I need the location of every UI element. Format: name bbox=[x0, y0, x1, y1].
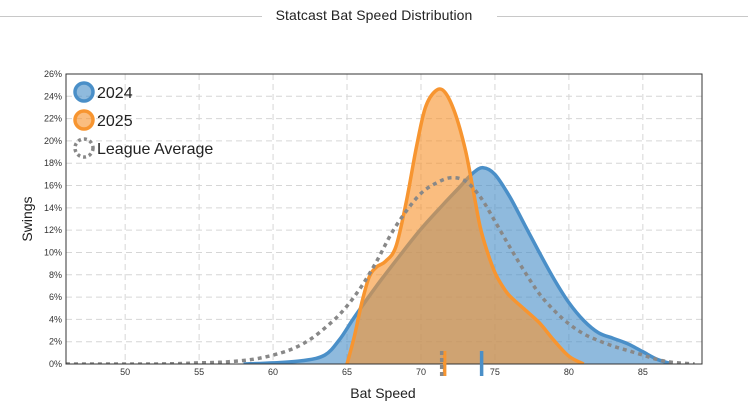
y-tick-label: 18% bbox=[44, 158, 62, 168]
y-tick-label: 22% bbox=[44, 114, 62, 124]
legend: 2024 2025 League Average bbox=[73, 81, 213, 159]
y-tick-label: 10% bbox=[44, 247, 62, 257]
y-tick-label: 6% bbox=[49, 292, 62, 302]
y-tick-label: 16% bbox=[44, 181, 62, 191]
chart-title-bar: Statcast Bat Speed Distribution bbox=[0, 4, 748, 28]
y-tick-label: 26% bbox=[44, 69, 62, 79]
y-tick-label: 4% bbox=[49, 314, 62, 324]
x-axis-ticks: 50 55 60 65 70 75 80 85 bbox=[120, 367, 648, 377]
y-tick-label: 12% bbox=[44, 225, 62, 235]
y-tick-label: 14% bbox=[44, 203, 62, 213]
y-tick-label: 20% bbox=[44, 136, 62, 146]
x-axis-label: Bat Speed bbox=[350, 385, 415, 401]
legend-swatch-2025 bbox=[73, 109, 95, 131]
x-tick-label: 70 bbox=[416, 367, 426, 377]
title-divider-right bbox=[497, 16, 748, 17]
y-tick-label: 0% bbox=[49, 359, 62, 369]
y-axis-label: Swings bbox=[19, 196, 35, 241]
legend-swatch-2024 bbox=[73, 81, 95, 103]
x-tick-label: 65 bbox=[342, 367, 352, 377]
legend-swatch-league-average bbox=[73, 137, 95, 159]
x-tick-label: 55 bbox=[194, 367, 204, 377]
line-2025 bbox=[345, 87, 585, 364]
legend-label-2024: 2024 bbox=[97, 85, 133, 102]
y-axis-ticks: 0% 2% 4% 6% 8% 10% 12% 14% 16% 18% 20% 22% 24% 26% bbox=[44, 69, 62, 369]
chart-title: Statcast Bat Speed Distribution bbox=[0, 7, 748, 23]
y-tick-label: 2% bbox=[49, 337, 62, 347]
x-tick-label: 60 bbox=[268, 367, 278, 377]
plot-frame bbox=[65, 73, 703, 365]
y-tick-label: 24% bbox=[44, 91, 62, 101]
y-tick-label: 8% bbox=[49, 270, 62, 280]
x-tick-label: 50 bbox=[120, 367, 130, 377]
line-2024 bbox=[243, 165, 673, 364]
title-divider-left bbox=[0, 16, 268, 17]
gridlines bbox=[66, 74, 702, 364]
area-2025 bbox=[347, 88, 584, 364]
series-layer bbox=[66, 87, 695, 364]
x-tick-label: 85 bbox=[638, 367, 648, 377]
mean-markers bbox=[439, 351, 484, 376]
legend-label-league-average: League Average bbox=[97, 141, 213, 158]
line-league-average bbox=[66, 175, 695, 364]
x-tick-label: 80 bbox=[564, 367, 574, 377]
legend-label-2025: 2025 bbox=[97, 113, 133, 130]
x-tick-label: 75 bbox=[490, 367, 500, 377]
